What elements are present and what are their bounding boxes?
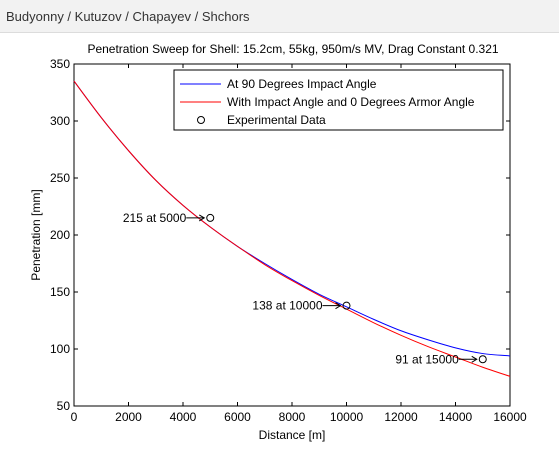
- annotations: 215 at 5000 138 at 10000 91 at 15000: [123, 211, 478, 366]
- page-header: Budyonny / Kutuzov / Chapayev / Shchors: [0, 0, 559, 33]
- page-title: Budyonny / Kutuzov / Chapayev / Shchors: [6, 9, 250, 24]
- annotation-label: 138 at 10000: [252, 299, 322, 313]
- x-tick-label: 8000: [279, 410, 306, 424]
- y-tick-label: 150: [50, 285, 70, 299]
- legend-swatch-marker: [197, 116, 205, 124]
- y-tick-label: 350: [50, 57, 70, 71]
- annotation-label: 91 at 15000: [395, 352, 459, 366]
- axis-ticks: 0 2000 4000 6000 8000 10000 12000 14000 16000 50 1…: [50, 57, 527, 424]
- y-axis-label: Penetration [mm]: [29, 189, 43, 280]
- legend-box: [173, 69, 504, 131]
- x-tick-label: 16000: [493, 410, 527, 424]
- x-tick-label: 14000: [439, 410, 473, 424]
- legend-entry-label: Experimental Data: [227, 113, 326, 127]
- annotation-arrowhead: [198, 214, 206, 222]
- y-tick-label: 100: [50, 342, 70, 356]
- chart-figure: Penetration Sweep for Shell: 15.2cm, 55k…: [0, 33, 559, 452]
- experimental-point: [206, 213, 215, 222]
- x-axis-label: Distance [m]: [259, 428, 326, 442]
- x-tick-label: 4000: [170, 410, 197, 424]
- legend-entry-label: At 90 Degrees Impact Angle: [227, 77, 377, 91]
- y-tick-label: 300: [50, 114, 70, 128]
- experimental-point: [342, 301, 351, 310]
- series-lines: [73, 80, 511, 377]
- x-tick-label: 0: [71, 410, 78, 424]
- annotation-arrowhead: [471, 355, 478, 363]
- x-tick-label: 10000: [330, 410, 364, 424]
- annotation-arrowhead: [335, 302, 342, 310]
- annotation-label: 215 at 5000: [123, 211, 187, 225]
- penetration-chart: Penetration Sweep for Shell: 15.2cm, 55k…: [29, 42, 527, 442]
- y-tick-label: 250: [50, 171, 70, 185]
- experimental-points: [206, 213, 487, 364]
- x-tick-label: 12000: [384, 410, 418, 424]
- x-tick-label: 6000: [224, 410, 251, 424]
- y-tick-label: 200: [50, 228, 70, 242]
- y-tick-label: 50: [57, 399, 71, 413]
- experimental-point: [478, 355, 487, 364]
- series-line-1: [73, 80, 511, 377]
- legend: At 90 Degrees Impact Angle With Impact An…: [173, 69, 504, 131]
- x-tick-label: 2000: [115, 410, 142, 424]
- legend-entry-label: With Impact Angle and 0 Degrees Armor An…: [227, 95, 475, 109]
- chart-title: Penetration Sweep for Shell: 15.2cm, 55k…: [87, 42, 498, 56]
